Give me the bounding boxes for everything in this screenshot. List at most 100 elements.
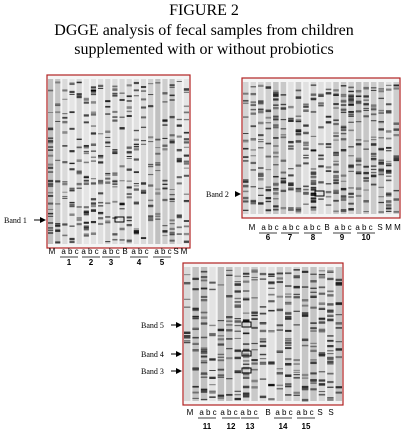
- gel-band: [340, 180, 347, 182]
- gel-band: [318, 94, 324, 97]
- gel-band: [285, 329, 292, 332]
- gel-band: [280, 134, 287, 136]
- gel-band: [250, 200, 257, 203]
- gel-band: [268, 384, 275, 387]
- gel-band: [385, 146, 392, 149]
- gel-band: [148, 105, 154, 108]
- lane-label: B: [122, 247, 127, 256]
- gel-band: [303, 162, 309, 165]
- gel-band: [126, 106, 132, 109]
- gel-lane: [301, 267, 309, 401]
- gel-band: [184, 341, 191, 343]
- gel-band: [217, 374, 225, 377]
- gel-band: [285, 272, 292, 275]
- gel-band: [280, 180, 287, 183]
- gel-band: [310, 171, 317, 174]
- gel-band: [293, 371, 300, 373]
- gel-band: [258, 108, 264, 111]
- gel-band: [112, 181, 118, 183]
- gel-band: [327, 386, 334, 388]
- gel-band: [140, 86, 147, 88]
- gel-band: [363, 201, 369, 203]
- gel-band: [310, 342, 317, 344]
- gel-band: [333, 210, 339, 213]
- band-label: Band 2: [206, 190, 229, 199]
- gel-band: [69, 201, 75, 204]
- gel-band: [327, 398, 334, 401]
- gel-band: [301, 312, 309, 315]
- gel-band: [98, 156, 104, 159]
- gel-band: [273, 192, 279, 195]
- lane-label: a b c: [261, 223, 278, 232]
- gel-band: [83, 175, 89, 179]
- gel-lane: [285, 267, 292, 401]
- gel-band: [258, 121, 264, 125]
- gel-band: [155, 138, 161, 141]
- gel-band: [310, 345, 317, 348]
- gel-band: [155, 188, 161, 190]
- gel-band: [200, 398, 208, 401]
- gel-band: [169, 223, 175, 225]
- gel-band: [251, 297, 258, 299]
- gel-band: [273, 92, 279, 95]
- gel-band: [348, 195, 354, 198]
- gel-band: [234, 356, 241, 360]
- gel-band: [378, 186, 384, 189]
- gel-band: [335, 327, 342, 329]
- gel-band: [288, 145, 294, 147]
- gel-band: [48, 146, 54, 148]
- gel-band: [105, 177, 111, 180]
- gel-band: [169, 219, 175, 222]
- gel-band: [105, 221, 111, 224]
- gel-band: [333, 153, 339, 156]
- gel-band: [251, 271, 258, 273]
- gel-band: [48, 202, 54, 205]
- gel-band: [333, 179, 339, 182]
- gel-band: [176, 148, 182, 152]
- gel-band: [335, 341, 342, 343]
- gel-band: [285, 301, 292, 305]
- gel-band: [126, 151, 132, 154]
- group-number: 8: [311, 233, 316, 242]
- gel-band: [295, 207, 302, 209]
- gel-band: [280, 103, 287, 106]
- gel-band: [385, 194, 392, 197]
- gel-band: [340, 127, 347, 129]
- gel-band: [217, 320, 225, 322]
- gel-lane: [310, 267, 317, 401]
- gel-band: [301, 373, 309, 377]
- gel-band: [119, 92, 125, 94]
- gel-band: [259, 358, 267, 360]
- gel-band: [112, 116, 118, 118]
- gel-band: [268, 281, 275, 284]
- gel-band: [310, 172, 317, 176]
- gel-lane: [55, 79, 61, 244]
- gel-band: [126, 95, 132, 98]
- gel-band: [105, 174, 111, 176]
- gel-band: [285, 362, 292, 366]
- gel-band: [265, 188, 272, 192]
- gel-band: [265, 200, 272, 203]
- gel-band: [340, 104, 347, 106]
- gel-band: [393, 122, 399, 125]
- gel-band: [148, 141, 154, 143]
- gel-band: [62, 234, 68, 237]
- gel-band: [155, 147, 161, 149]
- gel-band: [295, 120, 302, 123]
- gel-band: [209, 384, 216, 386]
- gel-band: [318, 157, 324, 161]
- gel-band: [133, 202, 139, 205]
- gel-band: [355, 103, 362, 105]
- gel-band: [268, 331, 275, 333]
- gel-band: [327, 270, 334, 273]
- gel-band: [327, 294, 334, 297]
- lane-label: a b c: [131, 247, 148, 256]
- gel-band: [90, 132, 97, 135]
- gel-band: [258, 167, 264, 169]
- gel-band: [285, 358, 292, 361]
- gel-band: [169, 234, 175, 236]
- lane-label: a b c: [275, 408, 292, 417]
- gel-band: [90, 202, 97, 205]
- lane-label: S: [173, 247, 178, 256]
- gel-band: [385, 110, 392, 113]
